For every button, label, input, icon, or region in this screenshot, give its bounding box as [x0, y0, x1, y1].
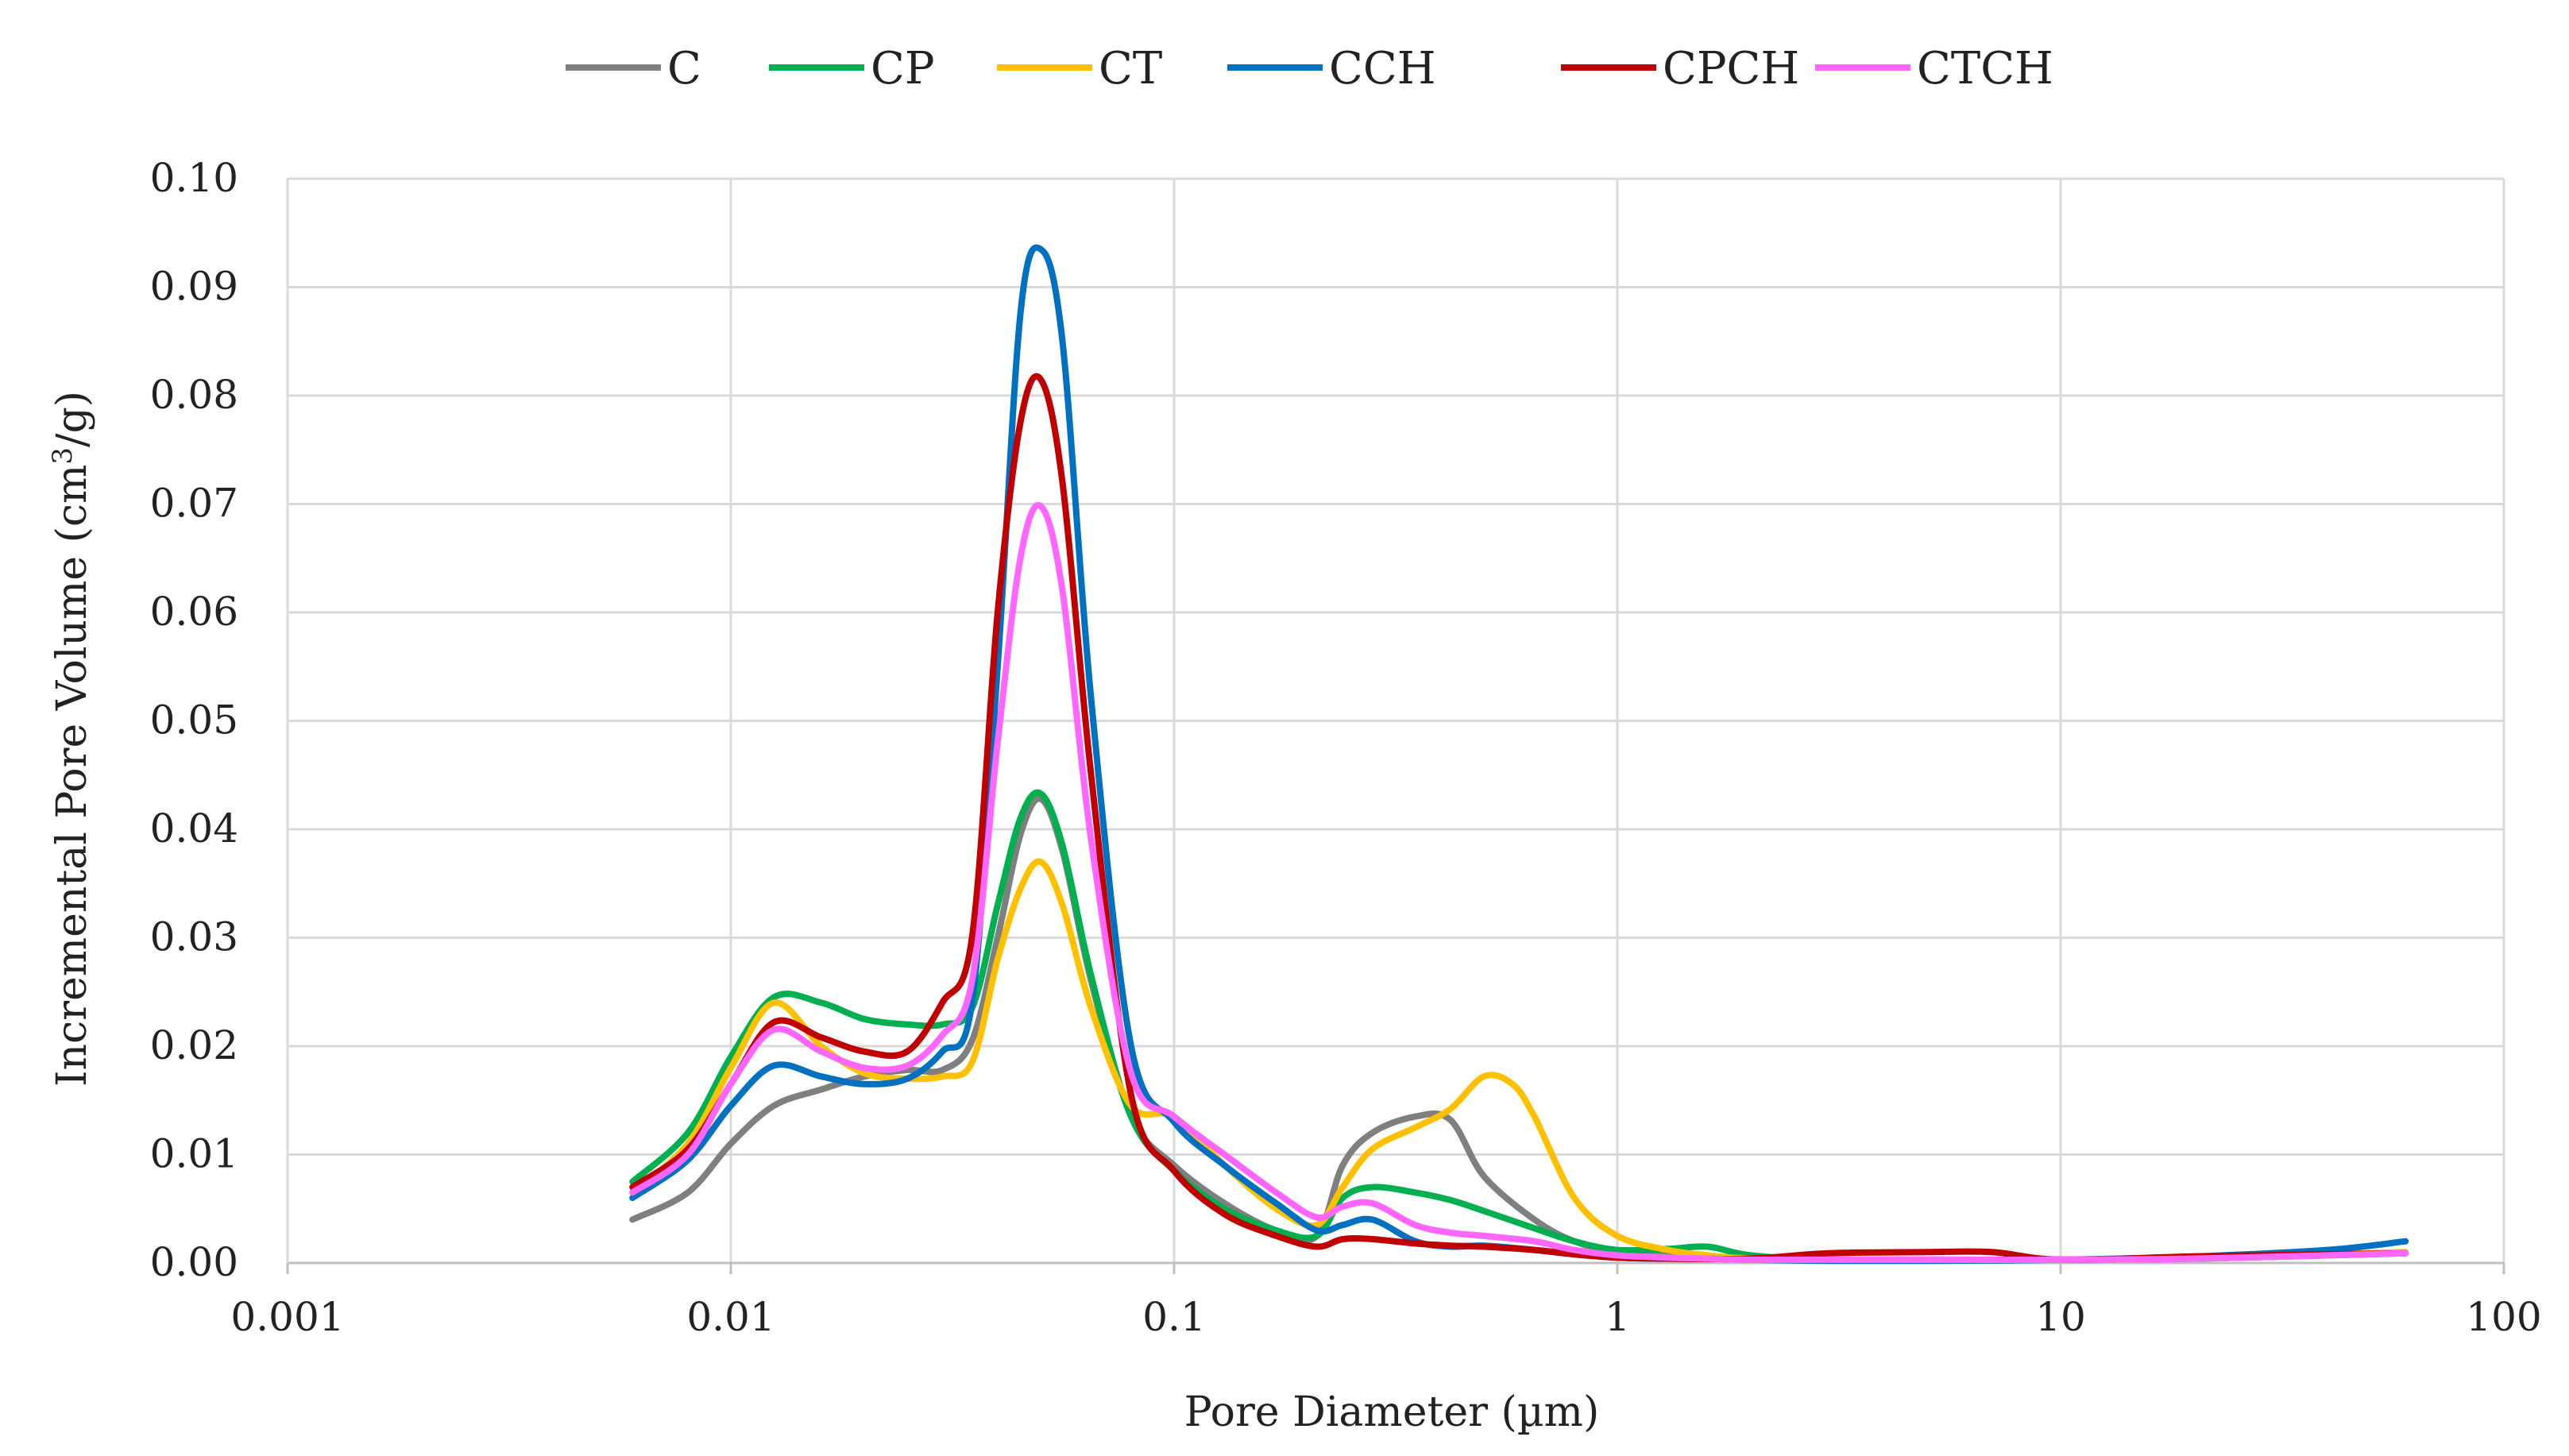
y-tick-label: 0.06	[150, 589, 238, 635]
y-axis-ticks: 0.00 0.01 0.02 0.03 0.04 0.05 0.06 0.07 0.08 0.09…	[150, 155, 238, 1285]
y-tick-label: 0.07	[150, 481, 238, 527]
legend-label-c: C	[667, 43, 701, 95]
legend: C CP CT CCH CPCH CTCH	[566, 43, 2053, 95]
x-axis-title: Pore Diameter (µm)	[1184, 1388, 1600, 1436]
y-axis-title-superscript: 3	[47, 447, 79, 465]
y-axis-title: Incremental Pore Volume (cm3/g)	[47, 391, 96, 1087]
series-line-ctch	[629, 502, 2409, 1263]
y-tick-label: 0.09	[150, 264, 238, 310]
legend-label-ct: CT	[1099, 43, 1162, 95]
x-tick-label: 0.001	[230, 1294, 344, 1340]
y-tick-label: 0.00	[150, 1239, 238, 1285]
x-tick-label: 1	[1605, 1294, 1630, 1340]
y-tick-label: 0.01	[150, 1131, 238, 1177]
y-tick-label: 0.10	[150, 155, 238, 201]
legend-label-cpch: CPCH	[1663, 43, 1799, 95]
series-line-ct	[629, 858, 2409, 1264]
series-line-cch	[629, 244, 2409, 1265]
y-tick-label: 0.04	[150, 805, 238, 852]
series-line-cpch	[629, 373, 2409, 1264]
legend-label-cch: CCH	[1329, 43, 1436, 95]
legend-label-cp: CP	[871, 43, 935, 95]
y-axis-title-main: Incremental Pore Volume (cm	[48, 465, 96, 1087]
gridlines	[288, 177, 2505, 1263]
x-tick-label: 100	[2466, 1294, 2541, 1340]
x-tick-label: 0.01	[686, 1294, 775, 1340]
data-series	[629, 244, 2409, 1265]
legend-label-ctch: CTCH	[1917, 43, 2053, 95]
axes	[286, 179, 2505, 1274]
x-tick-label: 0.1	[1142, 1294, 1206, 1340]
y-axis-title-suffix: /g)	[48, 391, 96, 447]
y-tick-label: 0.08	[150, 372, 238, 418]
y-tick-label: 0.02	[150, 1022, 238, 1068]
y-tick-label: 0.05	[150, 697, 238, 743]
x-axis-ticks: 0.001 0.01 0.1 1 10 100	[230, 1294, 2541, 1340]
series-line-c	[629, 795, 2409, 1263]
y-tick-label: 0.03	[150, 914, 238, 960]
series-line-cp	[629, 789, 2409, 1264]
x-tick-label: 10	[2035, 1294, 2086, 1340]
